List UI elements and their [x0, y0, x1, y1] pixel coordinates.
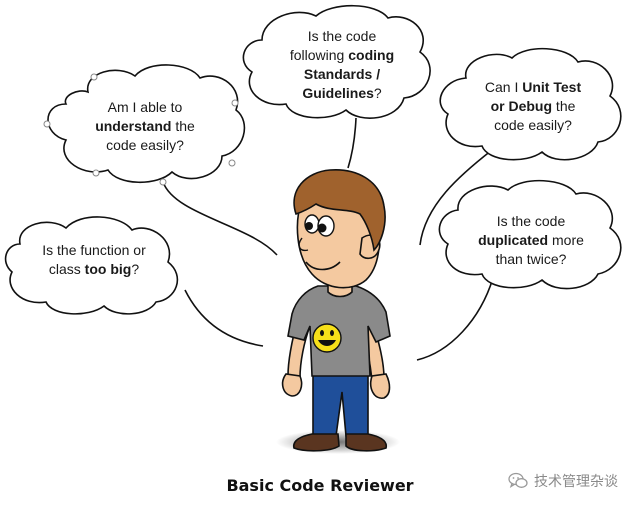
understand-line1: Am I able to [107, 99, 183, 115]
unittest-keyword: Unit Test [522, 79, 582, 95]
toobig-line1: Is the function or [42, 242, 146, 258]
duplicated-line3: than twice? [495, 251, 567, 267]
standards-keyword-standards: Standards / [303, 66, 381, 82]
left-hand [281, 373, 303, 397]
pants [312, 371, 369, 437]
connector-duplicated [416, 277, 494, 361]
understand-keyword: understand [95, 118, 172, 134]
duplicated-keyword: duplicated [478, 232, 549, 248]
toobig-question-mark: ? [131, 261, 140, 277]
understand-line3: code easily? [106, 137, 184, 153]
bubble-standards [242, 4, 431, 119]
connector-unittest [419, 149, 493, 246]
wechat-icon [508, 472, 528, 489]
standards-line1: Is the code [307, 28, 377, 44]
toobig-line2-lead: class [48, 261, 85, 277]
watermark-text: 技术管理杂谈 [534, 474, 618, 490]
toobig-keyword: too big [84, 261, 132, 277]
connector-standards [347, 117, 357, 169]
bubble-unittest [439, 47, 622, 161]
bubble-text-duplicated: Is the code duplicated more than twice? [456, 212, 606, 269]
standards-keyword-coding: coding [348, 47, 395, 63]
watermark: 技术管理杂谈 [508, 470, 618, 492]
standards-question-mark: ? [373, 85, 382, 101]
bubble-text-understand: Am I able to understand the code easily? [70, 98, 220, 155]
nose [298, 237, 309, 252]
unittest-line1-lead: Can I [484, 79, 523, 95]
bubble-duplicated [438, 179, 622, 290]
bubble-text-unittest: Can I Unit Test or Debug the code easily… [458, 78, 608, 135]
bubble-understand [43, 64, 246, 186]
standards-keyword-guidelines: Guidelines [302, 85, 374, 101]
eyes [304, 214, 335, 237]
understand-line2-rest: the [171, 118, 195, 134]
right-hand [369, 373, 391, 399]
unittest-line2-rest: the [552, 98, 576, 114]
diagram-caption: Basic Code Reviewer [226, 476, 414, 495]
standards-line2-lead: following [289, 47, 349, 63]
duplicated-line1: Is the code [496, 213, 566, 229]
mouth [305, 261, 341, 271]
duplicated-line2-rest: more [548, 232, 584, 248]
smiley-icon [312, 323, 342, 353]
connector-toobig [184, 289, 264, 347]
bubble-toobig [4, 216, 179, 315]
hair [293, 169, 386, 252]
unittest-line3: code easily? [494, 117, 572, 133]
bubble-text-toobig: Is the function or class too big? [14, 241, 174, 279]
right-shoe [345, 433, 388, 452]
connector-understand [162, 181, 278, 256]
left-shoe [292, 433, 340, 452]
code-reviewer-character [276, 169, 400, 454]
bubble-text-standards: Is the code following coding Standards /… [262, 27, 422, 103]
debug-keyword: or Debug [490, 98, 553, 114]
